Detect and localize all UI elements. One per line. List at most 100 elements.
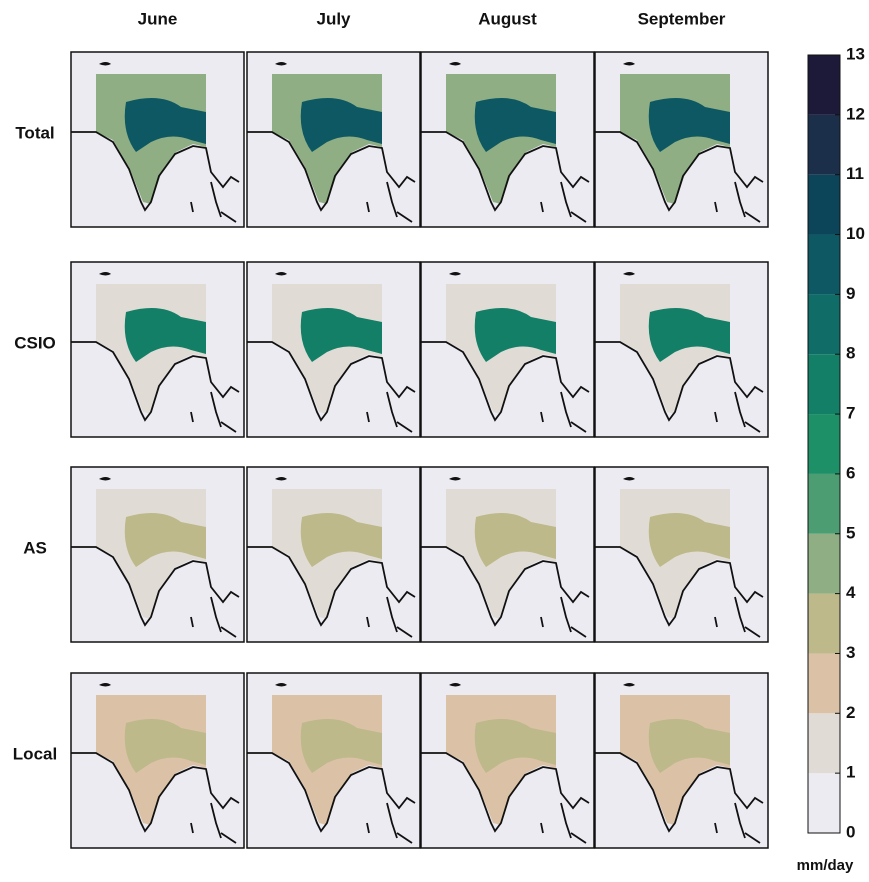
colorbar-unit: mm/day: [797, 857, 854, 874]
coastline: [595, 131, 764, 223]
island: [623, 477, 635, 481]
map-panel: [70, 51, 245, 228]
rain-core: [648, 308, 730, 362]
colorbar-tick-label: 6: [846, 463, 855, 482]
coastline: [247, 341, 416, 433]
coastline: [71, 752, 240, 844]
coastline: [421, 341, 590, 433]
map-panel: [594, 51, 769, 228]
rain-core: [648, 98, 730, 152]
rain-core: [124, 719, 206, 773]
row-label: Local: [13, 744, 57, 763]
island: [99, 62, 111, 66]
rain-core: [300, 308, 382, 362]
colorbar-tick-label: 1: [846, 763, 855, 782]
colorbar-tick-label: 2: [846, 703, 855, 722]
island: [99, 683, 111, 687]
colorbar-band: [808, 533, 840, 594]
coastline: [247, 752, 416, 844]
column-title: June: [138, 9, 178, 28]
map-panel: [420, 672, 595, 849]
row-label: CSIO: [14, 333, 56, 352]
island: [449, 62, 461, 66]
colorbar-band: [808, 713, 840, 774]
coastline: [247, 546, 416, 638]
map-panel: [420, 466, 595, 643]
map-panel: [70, 466, 245, 643]
colorbar-tick-label: 7: [846, 404, 855, 423]
row-label: Total: [15, 123, 54, 142]
coastline: [595, 546, 764, 638]
colorbar-band: [808, 593, 840, 654]
colorbar-band: [808, 653, 840, 714]
island: [99, 477, 111, 481]
row-label: AS: [23, 538, 47, 557]
rain-core: [300, 719, 382, 773]
colorbar-tick-label: 10: [846, 224, 865, 243]
island: [449, 683, 461, 687]
map-panel: [246, 51, 421, 228]
rain-core: [300, 98, 382, 152]
rain-core: [474, 719, 556, 773]
colorbar-tick-label: 13: [846, 44, 865, 63]
map-panel: [594, 672, 769, 849]
island: [623, 683, 635, 687]
coastline: [595, 752, 764, 844]
island: [449, 477, 461, 481]
rain-core: [474, 308, 556, 362]
rain-core: [124, 308, 206, 362]
map-panel: [594, 261, 769, 438]
island: [449, 272, 461, 276]
island: [275, 62, 287, 66]
colorbar-band: [808, 354, 840, 415]
coastline: [71, 341, 240, 433]
colorbar-tick-label: 4: [846, 583, 856, 602]
coastline: [247, 131, 416, 223]
coastline: [421, 131, 590, 223]
colorbar-band: [808, 174, 840, 235]
colorbar-tick-label: 5: [846, 523, 855, 542]
colorbar-tick-label: 11: [846, 164, 864, 183]
island: [275, 683, 287, 687]
coastline: [71, 546, 240, 638]
coastline: [421, 752, 590, 844]
colorbar-band: [808, 234, 840, 295]
colorbar-band: [808, 414, 840, 474]
island: [275, 272, 287, 276]
colorbar-band: [808, 55, 840, 115]
island: [623, 272, 635, 276]
island: [275, 477, 287, 481]
map-panel: [246, 261, 421, 438]
map-panel: [70, 261, 245, 438]
colorbar-tick-label: 0: [846, 822, 855, 841]
coastline: [595, 341, 764, 433]
colorbar-frame: [807, 54, 841, 834]
colorbar-tick-label: 8: [846, 344, 855, 363]
map-panel: [246, 672, 421, 849]
rain-core: [124, 513, 206, 567]
colorbar-tick-label: 9: [846, 284, 855, 303]
rain-core: [648, 513, 730, 567]
rain-core: [300, 513, 382, 567]
colorbar-band: [808, 294, 840, 355]
colorbar-tick-label: 12: [846, 104, 865, 123]
colorbar-tick-label: 3: [846, 643, 855, 662]
map-panel: [70, 672, 245, 849]
rain-core: [124, 98, 206, 152]
colorbar-band: [808, 773, 840, 833]
coastline: [71, 131, 240, 223]
colorbar-band: [808, 473, 840, 534]
column-title: July: [316, 9, 351, 28]
colorbar-band: [808, 114, 840, 175]
rain-core: [474, 513, 556, 567]
column-title: September: [638, 9, 726, 28]
island: [99, 272, 111, 276]
island: [623, 62, 635, 66]
map-panel: [594, 466, 769, 643]
map-panel: [420, 261, 595, 438]
coastline: [421, 546, 590, 638]
rain-core: [648, 719, 730, 773]
rain-core: [474, 98, 556, 152]
map-panel: [420, 51, 595, 228]
